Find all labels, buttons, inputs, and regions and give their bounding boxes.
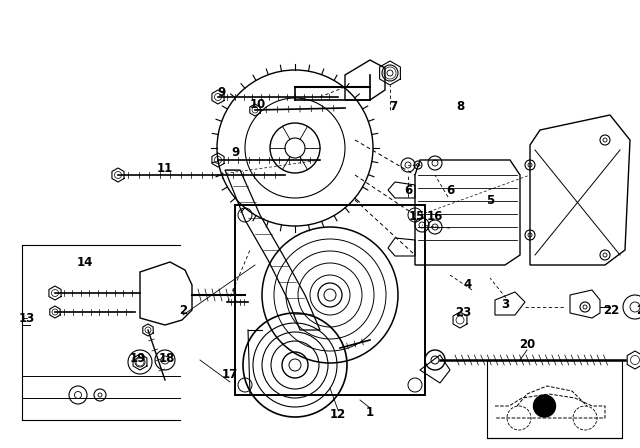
Text: 3: 3 xyxy=(501,298,509,311)
Text: 6: 6 xyxy=(446,184,454,197)
Text: 4: 4 xyxy=(464,279,472,292)
Text: 11: 11 xyxy=(157,161,173,175)
Text: 9: 9 xyxy=(218,86,226,99)
Text: 21: 21 xyxy=(636,303,640,316)
Text: 14: 14 xyxy=(77,255,93,268)
Text: 6: 6 xyxy=(404,184,412,197)
Text: 20: 20 xyxy=(519,339,535,352)
Bar xyxy=(487,360,622,438)
Text: 13: 13 xyxy=(19,311,35,324)
Text: 16: 16 xyxy=(427,211,443,224)
Text: 17: 17 xyxy=(222,369,238,382)
Text: 19: 19 xyxy=(130,352,146,365)
Text: 5: 5 xyxy=(486,194,494,207)
Text: 18: 18 xyxy=(159,352,175,365)
Text: 1: 1 xyxy=(366,406,374,419)
Text: 10: 10 xyxy=(250,99,266,112)
Text: 15: 15 xyxy=(409,211,425,224)
Circle shape xyxy=(534,395,556,417)
Text: 12: 12 xyxy=(330,409,346,422)
Text: 22: 22 xyxy=(603,303,619,316)
Text: 8: 8 xyxy=(456,100,464,113)
Text: 7: 7 xyxy=(389,100,397,113)
Bar xyxy=(235,205,425,395)
Text: 2: 2 xyxy=(179,303,187,316)
Text: 23: 23 xyxy=(455,306,471,319)
Text: 9: 9 xyxy=(231,146,239,159)
